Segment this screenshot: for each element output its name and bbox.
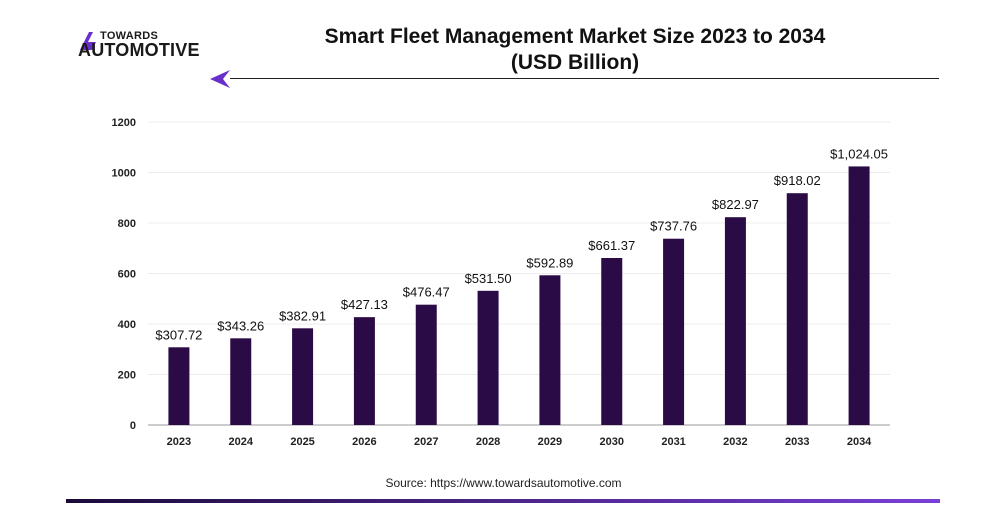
y-tick-label: 0 [130, 420, 136, 432]
x-tick-label: 2028 [476, 436, 500, 448]
title-line-1: Smart Fleet Management Market Size 2023 … [324, 25, 826, 48]
x-tick-label: 2029 [538, 436, 562, 448]
bar [539, 275, 561, 425]
logo-mark-icon [80, 32, 96, 50]
y-tick-label: 200 [118, 370, 136, 382]
data-label: $307.72 [155, 327, 202, 342]
logo-text-bottom: AUTOMOTIVE [78, 40, 200, 60]
y-tick-label: 800 [118, 218, 136, 230]
x-tick-label: 2026 [352, 436, 376, 448]
x-tick-label: 2027 [414, 436, 438, 448]
bar [168, 347, 190, 425]
logo-text-top: TOWARDS [100, 30, 159, 42]
data-label: $476.47 [403, 285, 450, 300]
brand-logo: TOWARDS AUTOMOTIVE [78, 30, 218, 62]
bar [601, 258, 623, 425]
x-tick-label: 2034 [847, 436, 872, 448]
x-tick-label: 2032 [723, 436, 747, 448]
bar [230, 338, 252, 425]
bar [724, 217, 746, 425]
x-tick-label: 2023 [167, 436, 191, 448]
x-tick-label: 2033 [785, 436, 809, 448]
y-tick-label: 600 [118, 269, 136, 281]
data-label: $382.91 [279, 308, 326, 323]
page-title: Smart Fleet Management Market Size 2023 … [260, 24, 890, 76]
data-label: $661.37 [588, 238, 635, 253]
bar [848, 166, 870, 425]
data-label: $531.50 [465, 271, 512, 286]
data-label: $592.89 [526, 255, 573, 270]
bar [292, 328, 314, 425]
arrow-left-icon [210, 70, 230, 88]
x-tick-label: 2025 [290, 436, 314, 448]
bar [663, 238, 685, 425]
bar-chart: 0 200 400 600 800 1000 1200 $307.72 2023 $343.26 2… [112, 117, 890, 448]
x-tick-label: 2024 [229, 436, 254, 448]
footer-gradient-bar [66, 499, 940, 503]
y-tick-label: 1000 [112, 168, 136, 180]
data-label: $918.02 [774, 173, 821, 188]
header-divider [230, 78, 939, 79]
data-label: $737.76 [650, 219, 697, 234]
data-label: $822.97 [712, 197, 759, 212]
bar [415, 304, 437, 425]
data-label: $427.13 [341, 297, 388, 312]
title-line-2: (USD Billion) [510, 51, 640, 74]
y-tick-label: 1200 [112, 117, 136, 129]
bar [786, 193, 808, 425]
y-tick-label: 400 [118, 319, 136, 331]
x-tick-label: 2030 [600, 436, 624, 448]
data-label: $1,024.05 [830, 146, 888, 161]
source-note: Source: https://www.towardsautomotive.co… [385, 476, 622, 490]
bar [353, 317, 375, 425]
data-label: $343.26 [217, 318, 264, 333]
x-tick-label: 2031 [661, 436, 685, 448]
bar [477, 290, 499, 425]
